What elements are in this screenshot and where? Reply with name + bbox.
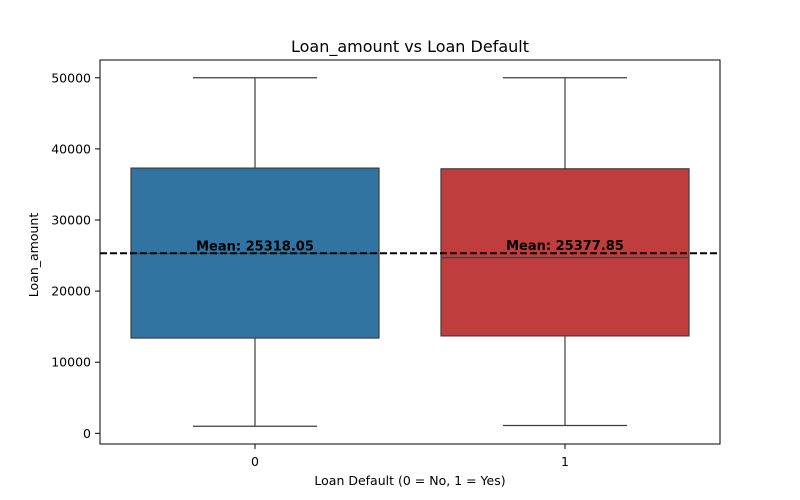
y-tick-label: 30000 — [51, 213, 91, 228]
y-tick-label: 50000 — [51, 70, 91, 85]
mean-label-0: Mean: 25318.05 — [196, 239, 314, 254]
x-tick-label: 0 — [251, 454, 259, 469]
x-tick-label: 1 — [561, 454, 569, 469]
plot-frame — [99, 59, 721, 445]
x-axis-label: Loan Default (0 = No, 1 = Yes) — [314, 473, 505, 488]
y-tick-label: 20000 — [51, 284, 91, 299]
y-axis-label: Loan_amount — [26, 213, 41, 298]
y-tick-label: 0 — [83, 426, 91, 441]
plot-area: Mean: 25318.05 Mean: 25377.85 — [100, 77, 720, 427]
y-tick-label: 10000 — [51, 355, 91, 370]
y-tick-label: 40000 — [51, 141, 91, 156]
mean-label-1: Mean: 25377.85 — [506, 239, 624, 254]
chart-title: Loan_amount vs Loan Default — [291, 37, 529, 57]
